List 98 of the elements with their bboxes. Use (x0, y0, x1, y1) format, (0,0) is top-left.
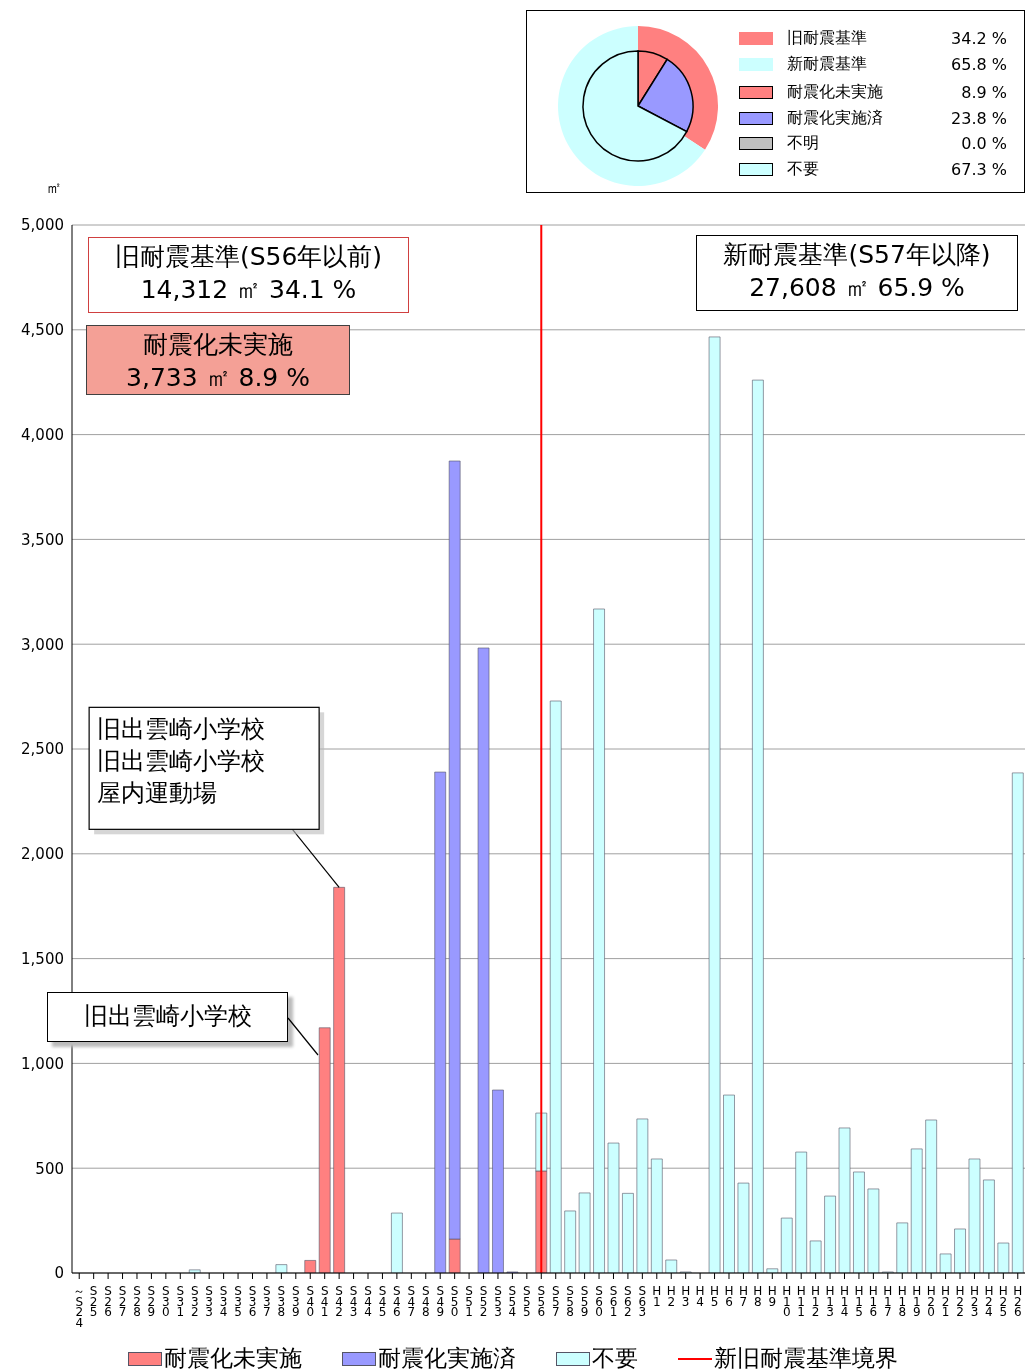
x-tick-label: S60 (595, 1284, 603, 1319)
x-tick-label: H12 (811, 1284, 821, 1319)
x-tick-label: H17 (883, 1284, 893, 1319)
x-tick-label: S55 (523, 1284, 531, 1319)
x-tick-label: S56 (537, 1284, 546, 1319)
x-tick-label: S51 (465, 1284, 473, 1319)
x-tick-label: S44 (364, 1284, 372, 1319)
x-tick-label: S43 (349, 1284, 358, 1319)
y-tick-label: 500 (35, 1159, 64, 1178)
x-tick-label: S54 (508, 1284, 517, 1319)
x-tick-label: S30 (162, 1284, 170, 1319)
x-tick-label: S27 (118, 1284, 127, 1319)
x-tick-label: S47 (407, 1284, 416, 1319)
legend-label: 不要 (787, 158, 820, 180)
x-tick-label: S37 (263, 1284, 271, 1319)
legend-label: 不要 (591, 1344, 638, 1372)
x-tick-label: S35 (234, 1284, 242, 1319)
x-tick-label: H23 (969, 1284, 979, 1319)
y-tick-label: 2,000 (21, 845, 64, 864)
x-tick-label: S53 (494, 1284, 502, 1319)
annotation: 旧出雲崎小学校 (82, 1001, 253, 1032)
y-tick-label: 5,000 (21, 216, 64, 235)
x-tick-label: S25 (89, 1284, 98, 1319)
x-tick-label: S61 (609, 1284, 618, 1319)
data-label: 65.8 % (950, 54, 1007, 74)
x-tick-label: S32 (190, 1284, 199, 1319)
data-label: 8.9 % (960, 83, 1007, 103)
x-tick-label: H21 (941, 1284, 951, 1319)
data-label: 67.3 % (950, 159, 1007, 179)
x-tick-label: H19 (912, 1284, 922, 1319)
x-tick-label: S38 (277, 1284, 286, 1319)
y-tick-label: 0 (54, 1264, 64, 1283)
x-tick-label: S57 (551, 1284, 560, 1319)
x-tick-label: S36 (248, 1284, 257, 1319)
x-tick-label: S33 (205, 1284, 213, 1319)
x-tick-label: H20 (926, 1284, 936, 1319)
data-label: 23.8 % (950, 108, 1007, 128)
x-tick-label: H5 (710, 1284, 720, 1309)
x-tick-label: H6 (724, 1284, 734, 1309)
x-tick-label: S39 (291, 1284, 300, 1319)
x-tick-label: H10 (782, 1284, 792, 1319)
x-tick-label: S45 (378, 1284, 387, 1319)
x-tick-label: H2 (666, 1284, 676, 1309)
x-tick-label: H24 (984, 1284, 994, 1319)
x-tick-label: H4 (695, 1284, 705, 1309)
legend-label: 耐震化実施済 (377, 1344, 516, 1372)
x-tick-label: H25 (998, 1284, 1008, 1319)
x-tick-label: S59 (580, 1284, 589, 1319)
y-tick-label: 1,000 (21, 1054, 64, 1073)
x-tick-label: S34 (219, 1284, 228, 1319)
y-tick-label: 3,500 (21, 530, 64, 549)
x-tick-label: H11 (796, 1284, 806, 1319)
x-tick-label: H14 (839, 1284, 850, 1319)
x-tick-label: S41 (320, 1284, 329, 1319)
x-tick-label: S26 (104, 1284, 112, 1319)
x-tick-label: S62 (624, 1284, 632, 1319)
y-tick-label: 1,500 (21, 949, 64, 968)
x-tick-label: H3 (681, 1284, 691, 1309)
y-tick-label: 2,500 (21, 740, 64, 759)
x-tick-label: S46 (393, 1284, 401, 1319)
x-tick-label: S58 (566, 1284, 574, 1319)
x-tick-label: H15 (854, 1284, 864, 1319)
legend-label: 不明 (787, 133, 820, 155)
x-tick-label: S42 (335, 1284, 343, 1319)
annotation: 旧耐震基準(S56年以前) 14,312 ㎡ 34.1 % (113, 241, 384, 306)
x-tick-label: S31 (176, 1284, 185, 1319)
x-tick-label: S28 (133, 1284, 141, 1319)
y-tick-label: 4,000 (21, 425, 64, 444)
x-tick-label: H8 (753, 1284, 763, 1309)
legend-label: 耐震化未実施 (787, 82, 884, 104)
annotation: 旧出雲崎小学校旧出雲崎小学校屋内運動場 (97, 714, 267, 810)
data-label: 34.2 % (950, 29, 1007, 49)
x-tick-label: H16 (868, 1284, 878, 1319)
x-tick-label: S29 (147, 1284, 156, 1319)
x-tick-label: S50 (450, 1284, 459, 1319)
x-tick-label: S63 (638, 1284, 647, 1319)
x-tick-label: ～S24 (73, 1284, 86, 1330)
x-tick-label: S49 (436, 1284, 445, 1319)
legend-label: 新旧耐震基準境界 (713, 1344, 898, 1372)
y-tick-label: 4,500 (21, 321, 64, 340)
legend-label: 新耐震基準 (787, 53, 868, 75)
x-tick-label: S52 (479, 1284, 488, 1319)
text: 0.0 % (961, 134, 1007, 154)
annotation: 新耐震基準(S57年以降) 27,608 ㎡ 65.9 % (722, 239, 992, 304)
x-tick-label: H7 (738, 1284, 748, 1309)
x-tick-label: H1 (652, 1284, 662, 1309)
x-tick-label: S48 (421, 1284, 430, 1319)
x-tick-label: H18 (897, 1284, 907, 1319)
y-axis-title: ㎡ (46, 178, 62, 199)
x-tick-label: H22 (955, 1284, 965, 1319)
x-tick-label: H9 (767, 1284, 777, 1309)
x-tick-label: H13 (825, 1284, 835, 1319)
x-tick-label: H26 (1013, 1284, 1023, 1319)
legend-label: 旧耐震基準 (787, 28, 868, 50)
x-tick-label: S40 (306, 1284, 315, 1319)
legend-label: 耐震化実施済 (787, 107, 884, 129)
y-tick-label: 3,000 (21, 635, 64, 654)
legend-label: 耐震化未実施 (163, 1344, 302, 1372)
